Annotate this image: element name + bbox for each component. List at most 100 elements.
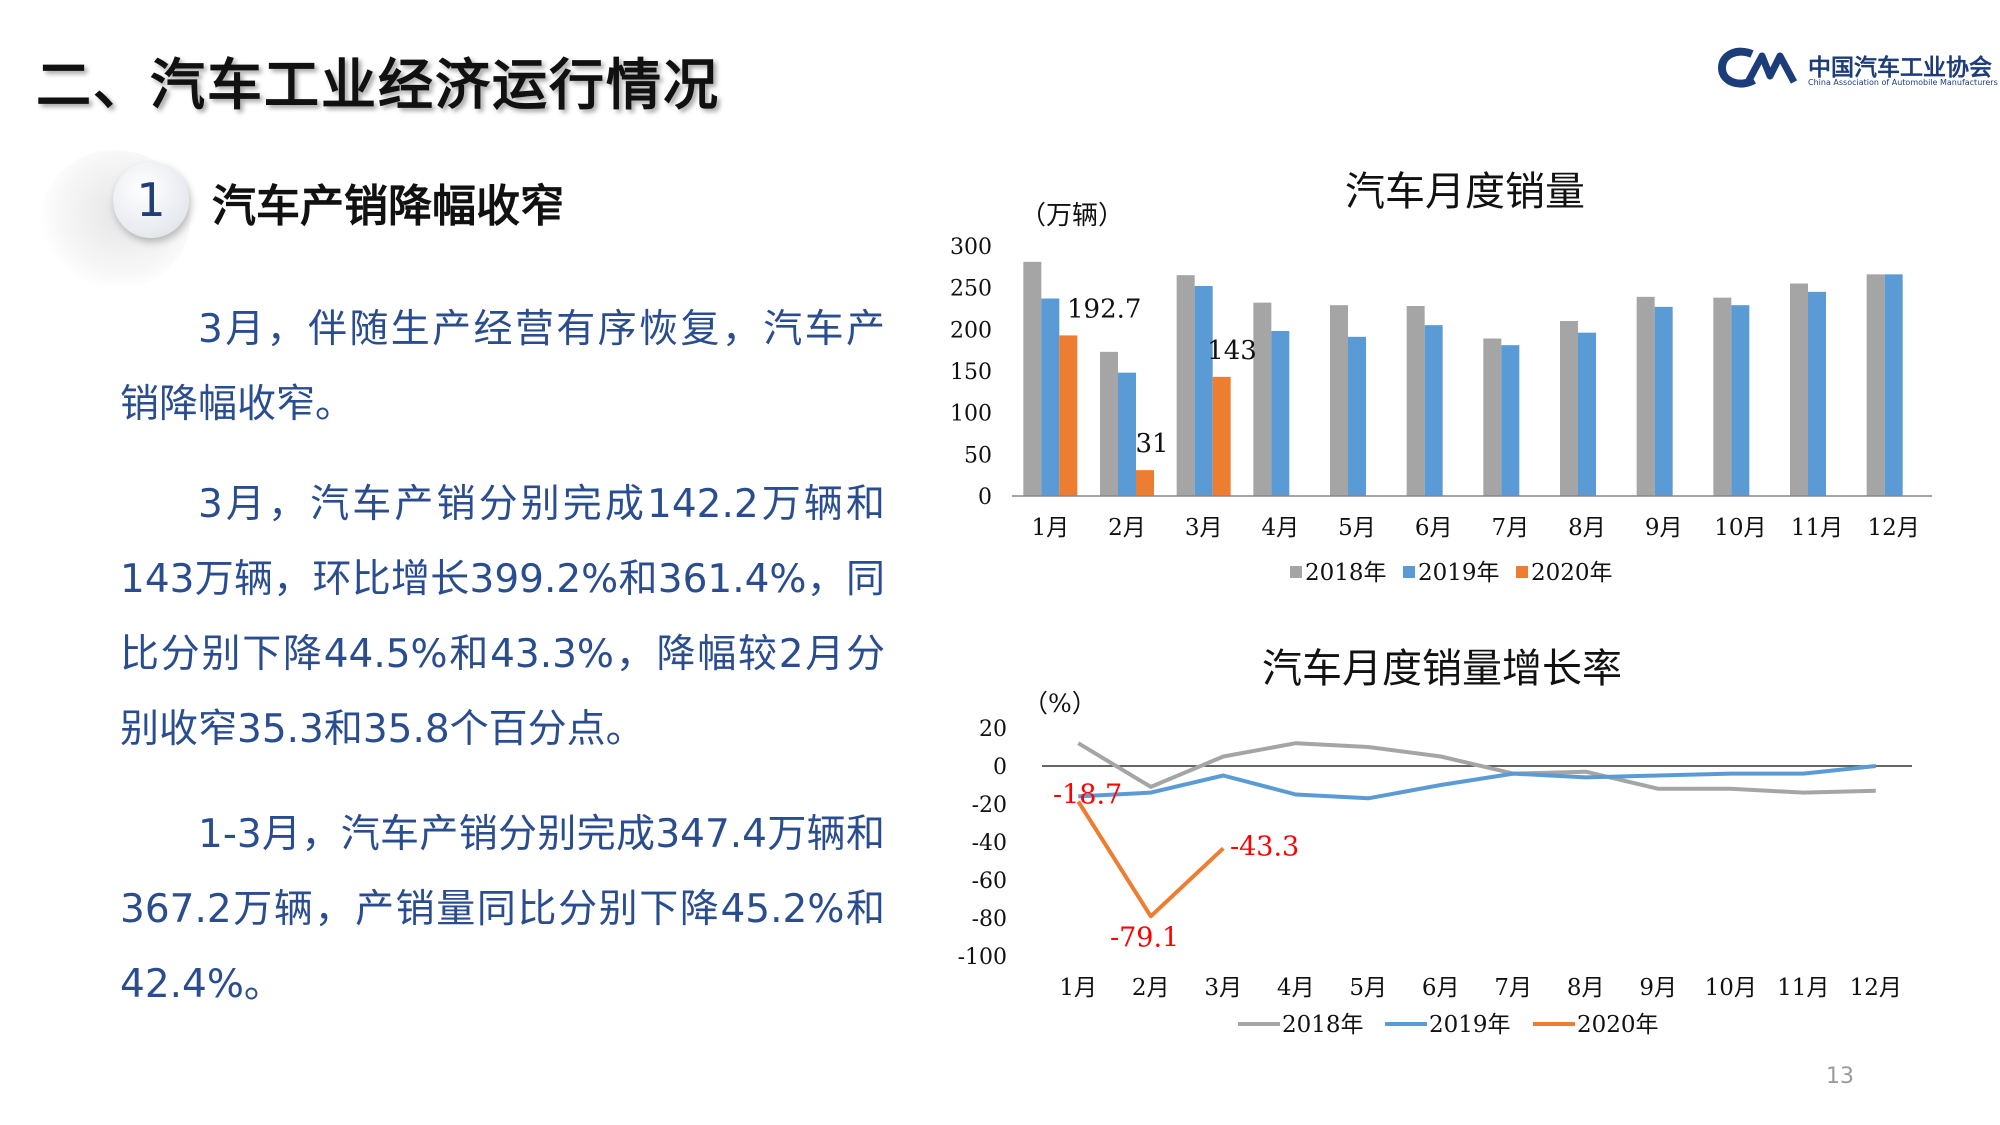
cam-logo-icon	[1718, 47, 1798, 88]
bar-y-tick-label: 0	[978, 485, 992, 510]
bar-x-tick-label: 2月	[1108, 515, 1146, 541]
bar-x-tick-label: 10月	[1714, 515, 1766, 541]
line-legend-label: 2018年	[1282, 1012, 1364, 1038]
line-chart-ylabel: （%）	[1023, 689, 1097, 718]
line-x-tick-label: 6月	[1422, 975, 1460, 1001]
bar-data-label: 31	[1135, 429, 1168, 459]
line-data-label: -18.7	[1053, 780, 1122, 811]
bar-2018	[1406, 306, 1425, 496]
bar-y-tick-label: 150	[950, 360, 992, 385]
bar-x-tick-label: 7月	[1492, 515, 1530, 541]
line-legend-label: 2019年	[1429, 1012, 1511, 1038]
bar-2019	[1501, 345, 1520, 496]
line-y-tick-label: -20	[972, 793, 1007, 818]
bar-2018	[1866, 274, 1885, 496]
bar-legend-label: 2020年	[1531, 560, 1613, 586]
bar-chart-title: 汽车月度销量	[1345, 169, 1585, 215]
bar-2019	[1731, 305, 1750, 496]
bar-2020	[1212, 376, 1231, 496]
bar-2018	[1560, 321, 1578, 496]
bar-2018	[1176, 275, 1195, 496]
line-x-tick-label: 2月	[1132, 975, 1170, 1001]
bar-2019	[1884, 274, 1903, 496]
bar-legend-label: 2019年	[1418, 560, 1500, 586]
bar-x-tick-label: 3月	[1185, 515, 1223, 541]
line-y-tick-label: 0	[993, 755, 1007, 780]
bar-2018	[1713, 297, 1732, 496]
bar-2019	[1348, 336, 1366, 496]
bar-2019	[1808, 291, 1826, 496]
line-y-tick-label: -100	[958, 945, 1007, 970]
logo-text-cn: 中国汽车工业协会	[1808, 55, 1992, 81]
bar-y-tick-label: 50	[964, 443, 992, 468]
line-data-label: -79.1	[1110, 922, 1179, 953]
bar-2019	[1041, 298, 1060, 496]
bar-x-tick-label: 1月	[1032, 515, 1070, 541]
bar-x-tick-label: 4月	[1262, 515, 1300, 541]
line-y-tick-label: 20	[979, 717, 1007, 742]
line-y-tick-label: -80	[972, 907, 1007, 932]
bar-2018	[1636, 296, 1655, 496]
bar-y-tick-label: 250	[950, 277, 992, 302]
line-x-tick-label: 8月	[1567, 975, 1605, 1001]
line-series-2020	[1076, 800, 1225, 919]
slide-title: 二、汽车工业经济运行情况	[36, 53, 721, 117]
bar-2019	[1118, 372, 1136, 496]
bar-2020	[1136, 470, 1154, 496]
line-x-tick-label: 4月	[1277, 975, 1315, 1001]
page-number: 13	[1826, 1064, 1854, 1089]
bar-2018	[1330, 305, 1348, 496]
section-heading: 汽车产销降幅收窄	[212, 181, 564, 232]
bar-x-tick-label: 8月	[1568, 515, 1606, 541]
bar-y-tick-label: 100	[950, 402, 992, 427]
line-x-tick-label: 12月	[1850, 975, 1902, 1001]
line-x-tick-label: 7月	[1494, 975, 1532, 1001]
line-x-tick-label: 11月	[1777, 975, 1829, 1001]
logo-text-en: China Association of Automobile Manufact…	[1808, 78, 1998, 87]
bar-data-label: 143	[1207, 336, 1257, 366]
line-y-tick-label: -40	[972, 831, 1007, 856]
line-legend-label: 2020年	[1577, 1012, 1659, 1038]
bar-x-tick-label: 9月	[1645, 515, 1683, 541]
bar-chart-monthly-sales: 汽车月度销量 （万辆） 300 250 200 150 100 50 0 1月 2月 3月 4月 5…	[950, 169, 1932, 586]
bar-y-tick-label: 200	[950, 318, 992, 343]
line-x-tick-label: 5月	[1349, 975, 1387, 1001]
line-x-tick-label: 10月	[1705, 975, 1757, 1001]
line-chart-growth-rate: 汽车月度销量增长率 （%） 20 0 -20 -40 -60 -80 -100 1月 2月 3月…	[958, 646, 1912, 1038]
bar-x-tick-label: 5月	[1338, 515, 1376, 541]
bar-2019	[1578, 332, 1596, 496]
bar-legend-swatch	[1403, 566, 1415, 578]
bar-legend-swatch	[1290, 566, 1302, 578]
line-x-tick-label: 1月	[1059, 975, 1097, 1001]
bar-2019	[1194, 286, 1213, 496]
bar-data-label: 192.7	[1067, 294, 1141, 324]
line-x-tick-label: 3月	[1204, 975, 1242, 1001]
bar-x-tick-label: 6月	[1415, 515, 1453, 541]
bar-2020	[1059, 335, 1078, 496]
line-y-tick-label: -60	[972, 869, 1007, 894]
bar-x-tick-label: 11月	[1791, 515, 1843, 541]
bar-2019	[1271, 331, 1290, 496]
section-number-badge: 1	[113, 162, 189, 238]
bar-legend-swatch	[1516, 566, 1528, 578]
bar-2019	[1654, 306, 1673, 496]
bar-legend-label: 2018年	[1305, 560, 1387, 586]
bar-2018	[1023, 261, 1042, 496]
bar-y-tick-label: 300	[950, 235, 992, 260]
line-chart-title: 汽车月度销量增长率	[1262, 646, 1622, 692]
bar-chart-ylabel: （万辆）	[1020, 201, 1124, 231]
line-series-2019	[1078, 764, 1877, 801]
paragraph-3: 1-3月，汽车产销分别完成347.4万辆和367.2万辆，产销量同比分别下降45…	[120, 812, 885, 1007]
bar-2019	[1424, 325, 1443, 496]
bar-2018	[1100, 351, 1118, 496]
line-data-label: -43.3	[1230, 831, 1299, 862]
paragraph-1: 3月，伴随生产经营有序恢复，汽车产销降幅收窄。	[120, 307, 885, 427]
cam-logo: 中国汽车工业协会 China Association of Automobile…	[1718, 46, 1998, 96]
paragraph-2: 3月，汽车产销分别完成142.2万辆和143万辆，环比增长399.2%和361.…	[120, 482, 885, 752]
bar-2018	[1790, 283, 1808, 496]
bar-2018	[1253, 302, 1272, 496]
line-series-2018	[1077, 741, 1876, 795]
bar-x-tick-label: 12月	[1868, 515, 1920, 541]
bar-2018	[1483, 338, 1502, 496]
